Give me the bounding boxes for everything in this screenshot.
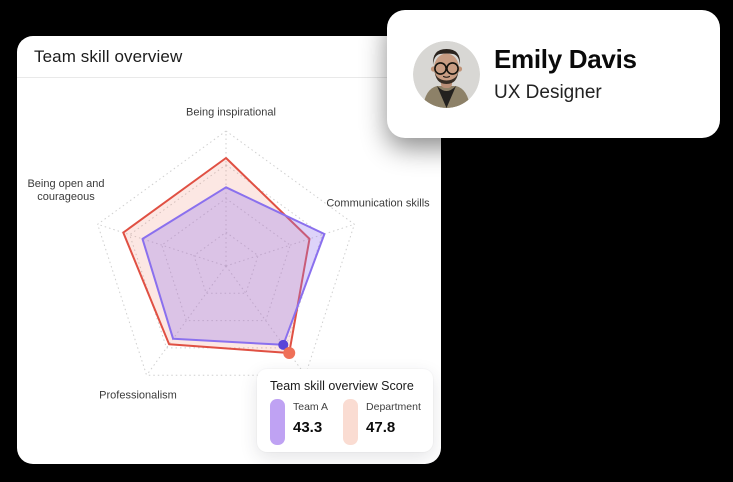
- radar-grid-ring: [193, 231, 259, 294]
- team-a-label: Team A: [293, 401, 329, 413]
- radar-chart: Being inspirational Communication skills…: [17, 36, 441, 464]
- team-skill-card: Team skill overview Being inspirational …: [17, 36, 441, 464]
- tooltip-legend: Team A 43.3 Department 47.8: [270, 399, 421, 445]
- legend-item-team-a: Team A 43.3: [270, 399, 328, 445]
- radar-grid-ring: [97, 130, 355, 376]
- department-swatch: [343, 399, 359, 445]
- radar-chart-canvas: [97, 130, 355, 376]
- axis-label-being-open-and-courageous: Being open and courageous: [27, 177, 105, 203]
- radar-grid-ring: [161, 197, 291, 322]
- axis-label-communication-skills: Communication skills: [326, 197, 430, 210]
- team-a-value: 43.3: [293, 419, 323, 436]
- department-label: Department: [366, 401, 421, 413]
- axis-label-professionalism: Professionalism: [99, 389, 177, 402]
- score-tooltip: Team skill overview Score Team A 43.3 De…: [257, 369, 433, 452]
- radar-series-department: [122, 157, 311, 354]
- radar-series-team-a: [141, 186, 326, 346]
- team-skill-card-header: Team skill overview: [17, 36, 441, 78]
- radar-axis-line: [225, 223, 355, 267]
- axis-label-being-inspirational: Being inspirational: [186, 106, 276, 119]
- avatar: [413, 40, 480, 108]
- card-title: Team skill overview: [34, 46, 183, 66]
- profile-card: Emily Davis UX Designer: [387, 10, 720, 138]
- data-point-department[interactable]: [283, 347, 296, 360]
- profile-role: UX Designer: [494, 82, 602, 103]
- tooltip-title: Team skill overview Score: [270, 379, 414, 393]
- radar-axis-line: [97, 223, 227, 267]
- profile-name: Emily Davis: [494, 44, 637, 74]
- avatar-illustration: [413, 40, 480, 108]
- legend-item-department: Department 47.8: [343, 399, 421, 445]
- team-a-swatch: [270, 399, 285, 445]
- department-value: 47.8: [366, 419, 396, 436]
- radar-axis-line: [146, 265, 227, 376]
- data-point-team-a[interactable]: [278, 339, 289, 350]
